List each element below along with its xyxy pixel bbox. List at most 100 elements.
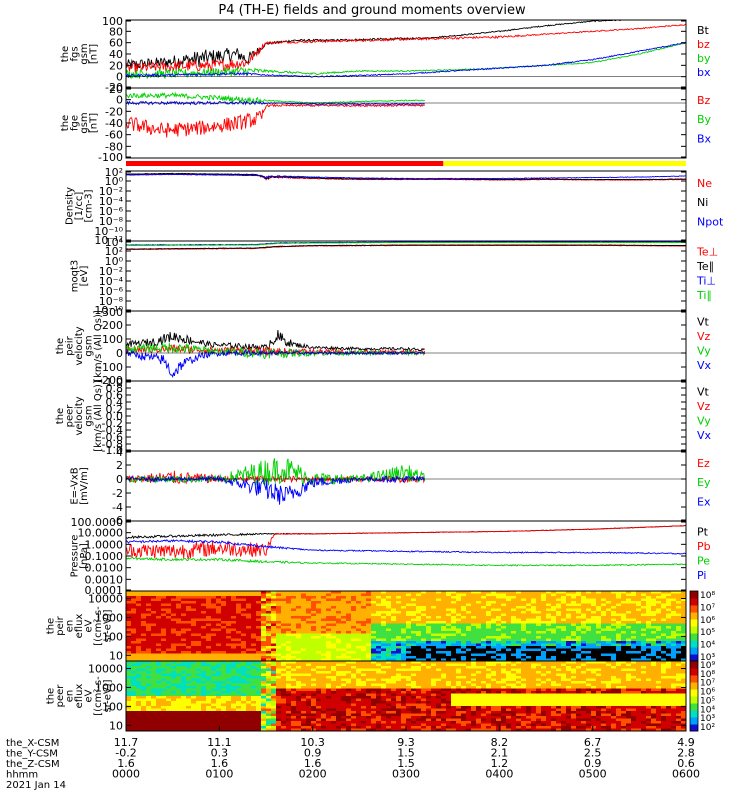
colorbar-step [690, 710, 698, 718]
x-tick-label: 1.6 [304, 757, 322, 770]
y-axis-label-line: [km/s (All Qs)] [93, 380, 104, 452]
y-axis-label-line: the [55, 408, 66, 424]
legend-entry: Npot [697, 215, 724, 228]
colorbar-tick-label: 10⁶ [700, 616, 715, 626]
legend-entry: Vy [697, 344, 711, 357]
legend-entry: Bz [697, 94, 711, 107]
y-axis-label-line: Density [65, 187, 76, 225]
y-axis-label-line: the [60, 46, 71, 62]
panel-density: 10²10⁰10⁻²10⁻⁴10⁻⁶10⁻⁸10⁻¹⁰10⁻¹²Density[… [65, 166, 724, 247]
y-tick-label: 200 [102, 319, 123, 332]
colorbar-tick-label: 10⁷ [700, 679, 715, 689]
y-tick-label: 0 [116, 94, 123, 107]
y-axis-label-line: gsm [79, 43, 90, 64]
series-group-efield [126, 458, 426, 505]
y-tick-label: 100 [102, 700, 123, 713]
y-tick-label: 1000 [95, 611, 123, 624]
x-tick-label: 0.9 [584, 757, 602, 770]
legend-entry: Vz [697, 330, 711, 343]
y-tick-label: 10⁻⁶ [99, 205, 124, 218]
panel-frame [125, 170, 687, 242]
legend-entry: Bx [697, 132, 712, 145]
y-tick-label: 4 [116, 446, 123, 459]
series-line-Npot [126, 173, 686, 180]
y-tick-label: 100 [102, 15, 123, 28]
colorbar-tick-label: 10⁴ [700, 641, 715, 651]
y-tick-label: 10² [105, 245, 123, 258]
x-tick-label: 0100 [205, 768, 233, 781]
y-tick-label: 10⁻² [99, 265, 123, 278]
y-tick-label: 10⁴ [105, 236, 124, 249]
panel-frame [125, 380, 687, 452]
series-line-Bx [126, 100, 425, 106]
y-tick-label: 0.0010 [85, 573, 124, 586]
y-axis-label-line: fge [69, 115, 80, 131]
x-tick-label: 1.5 [397, 747, 415, 760]
y-axis-label-line: the [55, 338, 66, 354]
panel-frame [125, 87, 687, 159]
legend-entry: bz [697, 38, 710, 51]
colorbar-step [690, 668, 698, 676]
y-axis-label-line: eV [84, 689, 95, 702]
series-line-Ni [126, 172, 686, 181]
legend-entry: Ni [697, 196, 708, 209]
legend-entry: Pe [697, 554, 710, 567]
legend-entry: Vt [697, 315, 710, 328]
legend-entry: Te⊥ [696, 245, 718, 258]
x-tick-label: 0.6 [677, 757, 695, 770]
series-line-By [126, 91, 425, 104]
series-group-pressure [126, 524, 686, 567]
y-tick-label: -20 [105, 105, 123, 118]
colorbar-step [690, 661, 698, 669]
x-tick-label: 8.2 [491, 736, 509, 749]
y-tick-label: -40 [105, 117, 123, 130]
y-tick-label: -0.2 [102, 417, 123, 430]
y-tick-label: -0.8 [102, 438, 123, 451]
y-tick-label: 10⁰ [105, 255, 124, 268]
x-tick-label: 0600 [672, 768, 700, 781]
colorbar-tick-label: 10³ [700, 653, 715, 663]
y-axis-label-line: eV [84, 619, 95, 632]
colorbar-step [690, 605, 698, 613]
legend-entry: By [697, 113, 712, 126]
panels: 100806040200-20thefgsgsm[nT]Btbzbybx200-… [46, 15, 724, 733]
y-axis-label-line: [km/s (All Qs)] [93, 310, 104, 382]
x-tick-label: -0.2 [115, 747, 136, 760]
colorbar-step [690, 591, 698, 599]
y-tick-label: 10⁻¹⁰ [94, 225, 123, 238]
x-tick-label: 11.7 [114, 736, 139, 749]
y-tick-label: -6 [112, 514, 123, 527]
legend-entry: Pt [697, 525, 709, 538]
series-line-Pb [126, 524, 686, 560]
series-line-Bz [126, 103, 425, 138]
series-line-Bt [126, 20, 621, 69]
y-axis-label-line: velocity [74, 396, 85, 435]
y-tick-label: -20 [105, 81, 123, 94]
series-line-Vt [126, 329, 425, 352]
y-tick-label: 0.8 [106, 382, 124, 395]
colorbar-frame [689, 660, 699, 732]
legend-entry: Vx [697, 359, 712, 372]
mode-bar-segment [443, 161, 686, 166]
colorbar-step [690, 598, 698, 606]
colorbar-step [690, 619, 698, 627]
y-tick-label: 10⁻⁸ [99, 295, 124, 308]
x-tick-label: 4.9 [677, 736, 695, 749]
colorbar-step [690, 724, 698, 732]
y-tick-label: 0.1000 [85, 550, 124, 563]
series-group-peir_v [126, 329, 426, 379]
y-tick-label: 10 [109, 719, 123, 732]
legend-entry: Ey [697, 476, 711, 489]
y-axis-label-line: [nT] [88, 44, 99, 64]
y-axis-label-line: en [65, 620, 76, 633]
panel-peir_spec: 10⁸10⁷10⁶10⁵10⁴10³10000100010010thepeire… [46, 590, 715, 663]
series-line-Te∥ [126, 244, 686, 250]
y-tick-label: 0 [116, 347, 123, 360]
y-tick-label: -100 [98, 361, 123, 374]
